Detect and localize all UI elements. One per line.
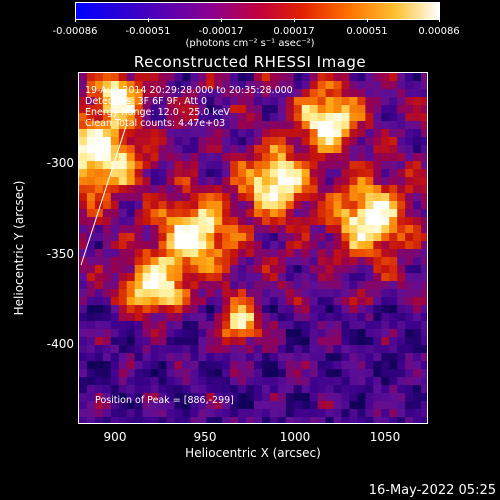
x-tick-label: 1050 (369, 430, 401, 444)
x-tick-label: 1000 (279, 430, 311, 444)
x-tick-label: 950 (193, 430, 217, 444)
y-tick-label: -400 (46, 337, 74, 351)
colorbar (75, 2, 440, 20)
info-time-range: 19-Aug-2014 20:29:28.000 to 20:35:28.000 (85, 85, 293, 96)
colorbar-tick-label: 0.00086 (418, 26, 460, 37)
image-title: Reconstructed RHESSI Image (133, 53, 367, 71)
y-axis-label: Heliocentric Y (arcsec) (12, 180, 26, 316)
rhessi-image-plot: 19-Aug-2014 20:29:28.000 to 20:35:28.000… (78, 72, 428, 424)
colorbar-tick-label: 0.00051 (346, 26, 388, 37)
colorbar-tick-label: -0.00051 (125, 26, 171, 37)
heatmap-image (79, 73, 427, 423)
x-axis-label: Heliocentric X (arcsec) (185, 446, 321, 460)
info-clean-total-counts: Clean Total counts: 4.47e+03 (85, 118, 226, 129)
colorbar-tick-axis: -0.00086 -0.00051 -0.00017 0.00017 0.000… (0, 0, 500, 40)
info-detectors: Detectors: 3F 6F 9F, Att 0 (85, 96, 208, 107)
x-tick-label: 900 (103, 430, 127, 444)
colorbar-unit-label: (photons cm⁻² s⁻¹ asec⁻²) (185, 38, 315, 49)
y-tick-label: -350 (46, 247, 74, 261)
colorbar-tick-label: 0.00017 (273, 26, 315, 37)
info-energy-range: Energy Range: 12.0 - 25.0 keV (85, 107, 230, 118)
plot-timestamp: 16-May-2022 05:25 (368, 483, 496, 498)
colorbar-tick-label: -0.00086 (52, 26, 98, 37)
y-tick-label: -300 (46, 156, 74, 170)
solar-limb-line (80, 122, 128, 266)
colorbar-tick-label: -0.00017 (198, 26, 244, 37)
info-peak-position: Position of Peak = [886,-299] (95, 395, 234, 406)
